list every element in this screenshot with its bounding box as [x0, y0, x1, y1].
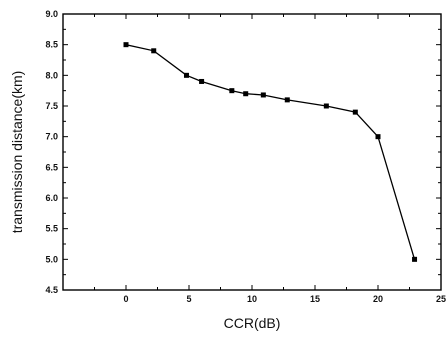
y-tick-label: 7.0	[45, 132, 58, 142]
y-tick-labels: 4.5 5.0 5.5 6.0 6.5 7.0 7.5 8.0 8.5 9.0	[45, 9, 58, 295]
series-line	[125, 44, 416, 260]
x-tick-labels: 0 5 10 15 20 25	[123, 294, 446, 304]
x-tick-label: 20	[373, 294, 383, 304]
y-tick-label: 9.0	[45, 9, 58, 19]
axis-ticks	[63, 13, 442, 291]
y-tick-label: 7.5	[45, 101, 58, 111]
data-point-marker	[199, 78, 205, 84]
x-tick-label: 5	[186, 294, 191, 304]
x-tick-label: 10	[247, 294, 257, 304]
plot-frame	[62, 13, 442, 291]
y-tick-label: 8.5	[45, 40, 58, 50]
y-tick-label: 5.0	[45, 254, 58, 264]
data-point-marker	[352, 109, 358, 115]
x-tick-label: 15	[310, 294, 320, 304]
data-point-marker	[323, 103, 329, 109]
y-tick-label: 4.5	[45, 285, 58, 295]
data-point-marker	[412, 256, 418, 262]
y-tick-label: 6.0	[45, 193, 58, 203]
data-point-marker	[229, 88, 235, 94]
x-tick-label: 0	[123, 294, 128, 304]
data-point-marker	[260, 92, 266, 98]
data-point-marker	[151, 48, 157, 54]
data-point-marker	[284, 97, 290, 103]
y-axis-title: transmission distance(km)	[9, 71, 25, 234]
x-tick-label: 25	[436, 294, 446, 304]
x-axis-title: CCR(dB)	[224, 315, 281, 331]
y-tick-label: 5.5	[45, 224, 58, 234]
data-point-marker	[123, 42, 129, 48]
y-tick-label: 6.5	[45, 162, 58, 172]
data-point-marker	[243, 91, 249, 97]
data-point-marker	[375, 134, 381, 140]
y-tick-label: 8.0	[45, 70, 58, 80]
data-series	[123, 42, 418, 262]
data-point-marker	[183, 72, 189, 78]
